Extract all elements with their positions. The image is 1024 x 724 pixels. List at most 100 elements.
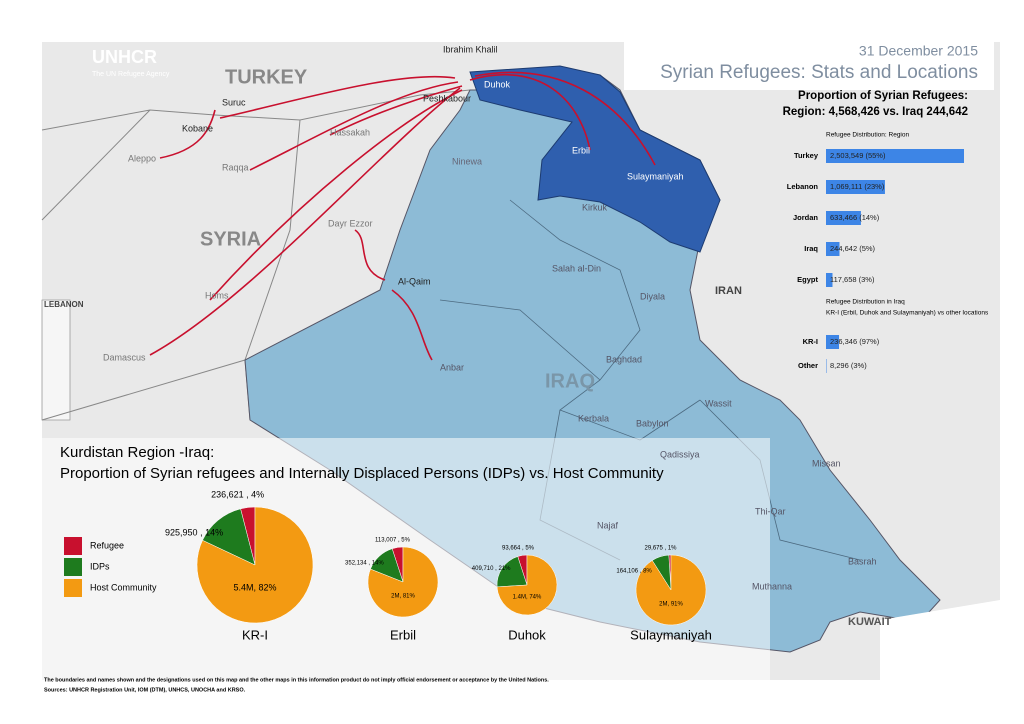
place-label: Aleppo bbox=[128, 153, 156, 163]
place-label: Najaf bbox=[597, 520, 619, 530]
bar bbox=[826, 335, 840, 349]
place-label: Basrah bbox=[848, 556, 877, 566]
country-label: SYRIA bbox=[200, 228, 261, 250]
pie-value-label: 352,134 , 14% bbox=[345, 560, 384, 566]
borders bbox=[41, 89, 471, 421]
legend-label: IDPs bbox=[90, 561, 110, 571]
movement-arrows bbox=[149, 71, 656, 361]
bar-category: KR-I bbox=[803, 337, 818, 346]
region-chart-title: Refugee Distribution: Region bbox=[826, 132, 909, 139]
bar bbox=[826, 273, 833, 287]
bar-category: Lebanon bbox=[787, 182, 819, 191]
iraq-chart-title: Refugee Distribution in Iraq bbox=[826, 299, 905, 306]
bar-category: Iraq bbox=[804, 244, 818, 253]
place-label: Peshkabour bbox=[423, 93, 471, 103]
date: 31 December 2015 bbox=[859, 43, 978, 59]
bar bbox=[826, 242, 840, 256]
pie-slice bbox=[202, 508, 256, 566]
org-tagline: The UN Refugee Agency bbox=[92, 71, 170, 78]
place-label: Anbar bbox=[440, 362, 464, 372]
pie-value-label: 1.4M, 74% bbox=[513, 595, 542, 601]
country-label: IRAQ bbox=[545, 370, 595, 392]
pie-name: KR-I bbox=[242, 627, 268, 642]
place-label: Babylon bbox=[636, 418, 669, 428]
place-label: Erbil bbox=[572, 145, 590, 155]
org-logo: UNHCR bbox=[92, 47, 157, 67]
pie-value-label: 925,950 , 14% bbox=[165, 527, 223, 537]
place-label: Damascus bbox=[103, 352, 146, 362]
place-label: Kirkuk bbox=[582, 202, 608, 212]
legend-label: Refugee bbox=[90, 540, 124, 550]
pie-title: Kurdistan Region -Iraq: bbox=[60, 444, 214, 461]
kri-area bbox=[469, 65, 721, 253]
bar bbox=[826, 211, 861, 225]
pie-value-label: 2M, 81% bbox=[391, 594, 415, 600]
country-label: KUWAIT bbox=[848, 616, 892, 628]
place-label: Duhok bbox=[484, 79, 511, 89]
sources: Sources: UNHCR Registration Unit, IOM (D… bbox=[44, 687, 246, 693]
pie-value-label: 93,664 , 5% bbox=[502, 546, 535, 552]
place-label: Salah al-Din bbox=[552, 263, 601, 273]
place-label: Kerbala bbox=[578, 413, 609, 423]
summary-heading: Proportion of Syrian Refugees: bbox=[798, 90, 968, 102]
country-label: IRAN bbox=[715, 285, 742, 297]
pie-name: Erbil bbox=[390, 627, 416, 642]
pie-value-label: 236,621 , 4% bbox=[211, 489, 264, 499]
bar-value-label: 1,069,111 (23%) bbox=[830, 182, 885, 191]
bar-value-label: 117,658 (3%) bbox=[830, 275, 875, 284]
place-label: Diyala bbox=[640, 291, 665, 301]
place-label: Ibrahim Khalil bbox=[443, 44, 498, 54]
pie-value-label: 409,710 , 21% bbox=[472, 566, 511, 572]
title: Syrian Refugees: Stats and Locations bbox=[660, 62, 978, 83]
place-label: Baghdad bbox=[606, 354, 642, 364]
pie-slice bbox=[367, 546, 439, 618]
title-box bbox=[624, 40, 994, 90]
bar-category: Turkey bbox=[794, 151, 819, 160]
country-label: LEBANON bbox=[44, 300, 84, 309]
place-label: Kobane bbox=[182, 123, 213, 133]
legend-label: Host Community bbox=[90, 582, 157, 592]
bar-value-label: 8,296 (3%) bbox=[830, 361, 867, 370]
place-label: Dayr Ezzor bbox=[328, 218, 373, 228]
place-label: Missan bbox=[812, 458, 841, 468]
place-label: Sulaymaniyah bbox=[627, 171, 684, 181]
legend-swatch bbox=[64, 579, 82, 597]
place-label: Homs bbox=[205, 290, 229, 300]
pie-value-label: 2M, 91% bbox=[659, 602, 683, 608]
bar-category: Other bbox=[798, 361, 818, 370]
bar-value-label: 244,642 (5%) bbox=[830, 244, 876, 253]
pie-value-label: 113,007 , 5% bbox=[375, 538, 411, 544]
bar-value-label: 236,346 (97%) bbox=[830, 337, 880, 346]
pie-name: Sulaymaniyah bbox=[630, 627, 712, 642]
place-label: Al-Qaim bbox=[398, 276, 431, 286]
pie-slice bbox=[196, 506, 314, 624]
pie-value-label: 164,106 , 8% bbox=[616, 568, 652, 574]
pie-value-label: 29,675 , 1% bbox=[644, 546, 677, 552]
place-label: Ninewa bbox=[452, 156, 482, 166]
place-label: Wassit bbox=[705, 398, 732, 408]
pie-slice bbox=[635, 554, 707, 626]
pie-name: Duhok bbox=[508, 627, 546, 642]
pie-title: Proportion of Syrian refugees and Intern… bbox=[60, 465, 664, 482]
place-label: Qadissiya bbox=[660, 449, 700, 459]
gulf bbox=[880, 600, 1000, 680]
pie-slice bbox=[496, 556, 528, 588]
bar-category: Jordan bbox=[793, 213, 818, 222]
bar-value-label: 633,466 (14%) bbox=[830, 213, 880, 222]
place-label: Raqqa bbox=[222, 162, 249, 172]
place-label: Thi-Qar bbox=[755, 506, 786, 516]
pie-value-label: 5.4M, 82% bbox=[233, 583, 276, 593]
bar bbox=[826, 149, 964, 163]
disclaimer: The boundaries and names shown and the d… bbox=[44, 677, 549, 683]
bar-value-label: 2,503,549 (55%) bbox=[830, 151, 886, 160]
place-label: Muthanna bbox=[752, 581, 792, 591]
bar-category: Egypt bbox=[797, 275, 818, 284]
legend-swatch bbox=[64, 537, 82, 555]
country-label: TURKEY bbox=[225, 66, 308, 88]
legend-swatch bbox=[64, 558, 82, 576]
summary-line: Region: 4,568,426 vs. Iraq 244,642 bbox=[783, 106, 968, 118]
place-label: Hassakah bbox=[330, 127, 370, 137]
governorate-borders bbox=[439, 199, 861, 561]
iraq-chart-subtitle: KR-I (Erbil, Duhok and Sulaymaniyah) vs … bbox=[826, 310, 989, 317]
